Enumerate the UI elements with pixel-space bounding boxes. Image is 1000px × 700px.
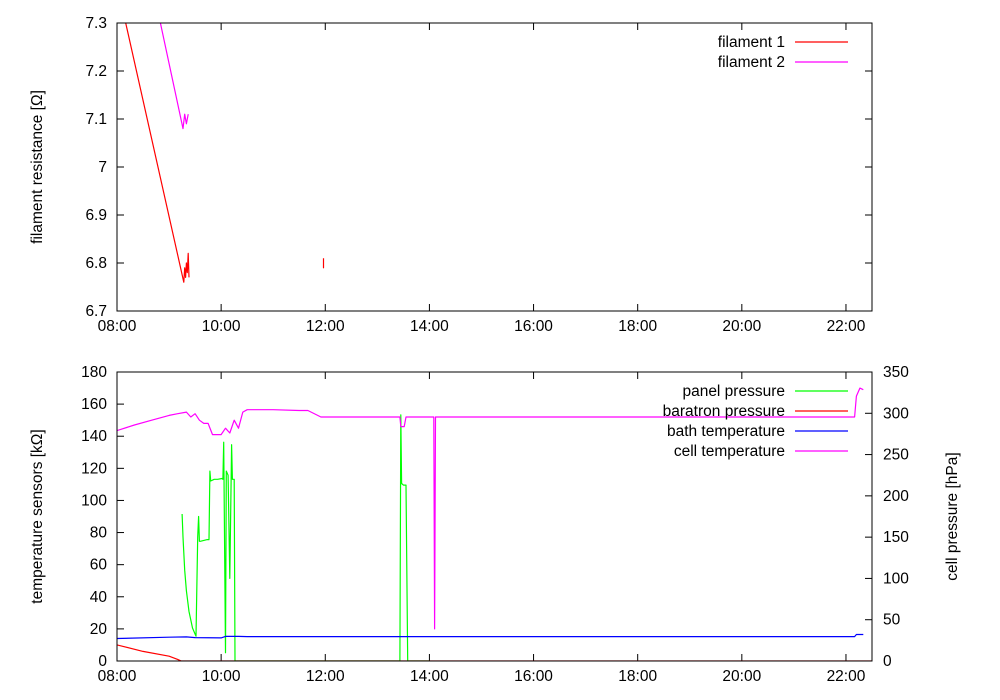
y-tick-label: 6.8 (85, 255, 107, 272)
x-tick-label: 22:00 (827, 318, 866, 335)
legend: filament 1 filament 2 (718, 34, 848, 71)
y2-tick-label: 0 (883, 653, 892, 670)
x-tick-label: 16:00 (514, 318, 553, 335)
plot-frame (116, 22, 873, 312)
legend: panel pressure baratron pressure bath temp… (663, 383, 848, 460)
y-tick-label: 6.7 (85, 303, 107, 320)
legend-label: baratron pressure (663, 403, 785, 420)
x-tick-label: 14:00 (410, 668, 449, 685)
y-tick-label: 0 (98, 653, 107, 670)
x-tick-label: 16:00 (514, 668, 553, 685)
x-tick-label: 08:00 (98, 668, 137, 685)
y-tick-label: 140 (81, 428, 107, 445)
y-axis-title: temperature sensors [kΩ] (29, 429, 46, 603)
y-tick-label: 7.1 (85, 111, 107, 128)
y-tick-label: 7.2 (85, 63, 107, 80)
y-tick-label: 60 (90, 557, 108, 574)
y-tick-label: 180 (81, 364, 107, 381)
plot-2: 08:00 10:00 12:00 14:00 16:00 18:00 20:00 22:00… (29, 364, 961, 685)
y2-tick-label: 200 (883, 488, 909, 505)
plot-1: 08:00 10:00 12:00 14:00 16:00 18:00 20:00 22:00… (29, 15, 873, 335)
y-tick-label: 6.9 (85, 207, 107, 224)
series-layer (125, 23, 325, 283)
y2-axis-title: cell pressure [hPa] (944, 452, 961, 580)
series-line-filament-2 (159, 23, 189, 130)
series-layer (117, 387, 872, 661)
legend-label: filament 2 (718, 54, 785, 71)
x-tick-label: 10:00 (202, 318, 241, 335)
x-tick-label: 12:00 (306, 318, 345, 335)
series-line-cell-temperature (117, 387, 864, 630)
y2-tick-label: 250 (883, 447, 909, 464)
series-line-panel-pressure (181, 414, 430, 661)
plot-frame (116, 371, 873, 662)
y-tick-label: 120 (81, 460, 107, 477)
series-line-filament-1 (125, 23, 190, 283)
x-tick-label: 08:00 (98, 318, 137, 335)
y2-tick-label: 100 (883, 570, 909, 587)
series-line-bath-temperature (117, 633, 864, 640)
y-tick-label: 20 (90, 621, 108, 638)
legend-label: cell temperature (674, 443, 785, 460)
y-tick-label: 80 (90, 525, 108, 542)
x-tick-label: 22:00 (827, 668, 866, 685)
y2-tick-label: 150 (883, 529, 909, 546)
x-tick-label: 12:00 (306, 668, 345, 685)
y-tick-label: 7.3 (85, 15, 107, 32)
x-tick-label: 10:00 (202, 668, 241, 685)
y-tick-label: 100 (81, 492, 107, 509)
y-tick-label: 40 (90, 589, 108, 606)
x-tick-label: 20:00 (722, 668, 761, 685)
y-tick-label: 7 (98, 159, 107, 176)
y2-tick-label: 300 (883, 405, 909, 422)
legend-label: filament 1 (718, 34, 785, 51)
y2-tick-label: 50 (883, 612, 901, 629)
y-axis-title: filament resistance [Ω] (29, 90, 46, 244)
x-tick-label: 20:00 (722, 318, 761, 335)
series-line-baratron-pressure (117, 644, 872, 661)
y2-tick-label: 350 (883, 364, 909, 381)
legend-label: panel pressure (682, 383, 785, 400)
x-tick-label: 18:00 (618, 318, 657, 335)
y-tick-label: 160 (81, 396, 107, 413)
x-tick-label: 18:00 (618, 668, 657, 685)
legend-label: bath temperature (667, 423, 785, 440)
x-tick-label: 14:00 (410, 318, 449, 335)
